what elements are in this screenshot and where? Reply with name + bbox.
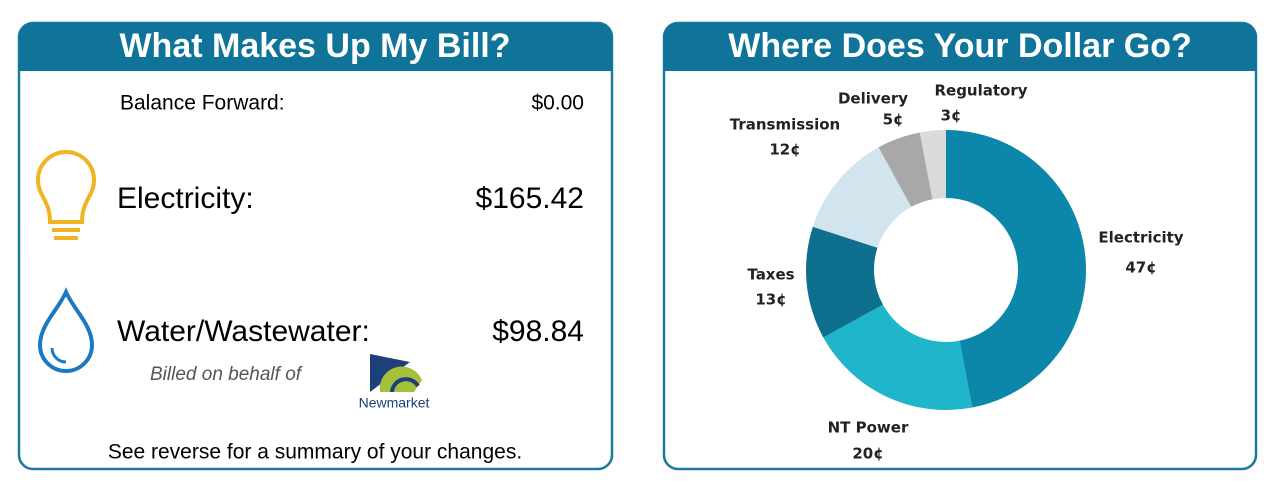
segment-value: 5¢ [883,111,904,129]
water-label: Water/Wastewater: [117,315,370,348]
segment-value: 3¢ [941,107,962,125]
donut-segment [878,132,933,207]
water-icon [37,287,95,373]
bill-header [19,23,612,71]
logo-text: Newmarket [359,395,430,411]
segment-label: Transmission [730,116,840,134]
segment-label: Taxes [747,266,794,284]
segment-label: Delivery [838,90,908,108]
bill-title: What Makes Up My Bill? [119,27,510,65]
donut-segment [812,147,912,248]
donut: Electricity 47¢ NT Power 20¢ Taxes 13¢ Transmi… [730,82,1184,463]
bulb-icon [35,150,97,240]
donut-segment [919,130,946,200]
bill-footer: See reverse for a summary of your change… [108,441,522,464]
balance-amount: $0.00 [531,92,584,115]
newmarket-logo [370,354,422,393]
chart-title: Where Does Your Dollar Go? [728,27,1191,65]
electricity-amount: $165.42 [476,182,584,215]
segment-label: Electricity [1098,229,1183,247]
segment-value: 47¢ [1125,259,1156,277]
bill-panel [17,21,614,471]
electricity-label: Electricity: [117,182,254,215]
segment-label: NT Power [828,419,909,437]
billed-on-behalf: Billed on behalf of [150,364,303,385]
segment-value: 20¢ [852,445,883,463]
segment-label: Regulatory [934,82,1027,100]
donut-segment [823,304,973,410]
segment-value: 12¢ [769,141,800,159]
segment-value: 13¢ [755,291,786,309]
chart-header [664,23,1256,71]
balance-label: Balance Forward: [120,92,285,115]
water-amount: $98.84 [492,315,584,348]
donut-segment [806,226,883,338]
donut-segment [946,130,1086,408]
